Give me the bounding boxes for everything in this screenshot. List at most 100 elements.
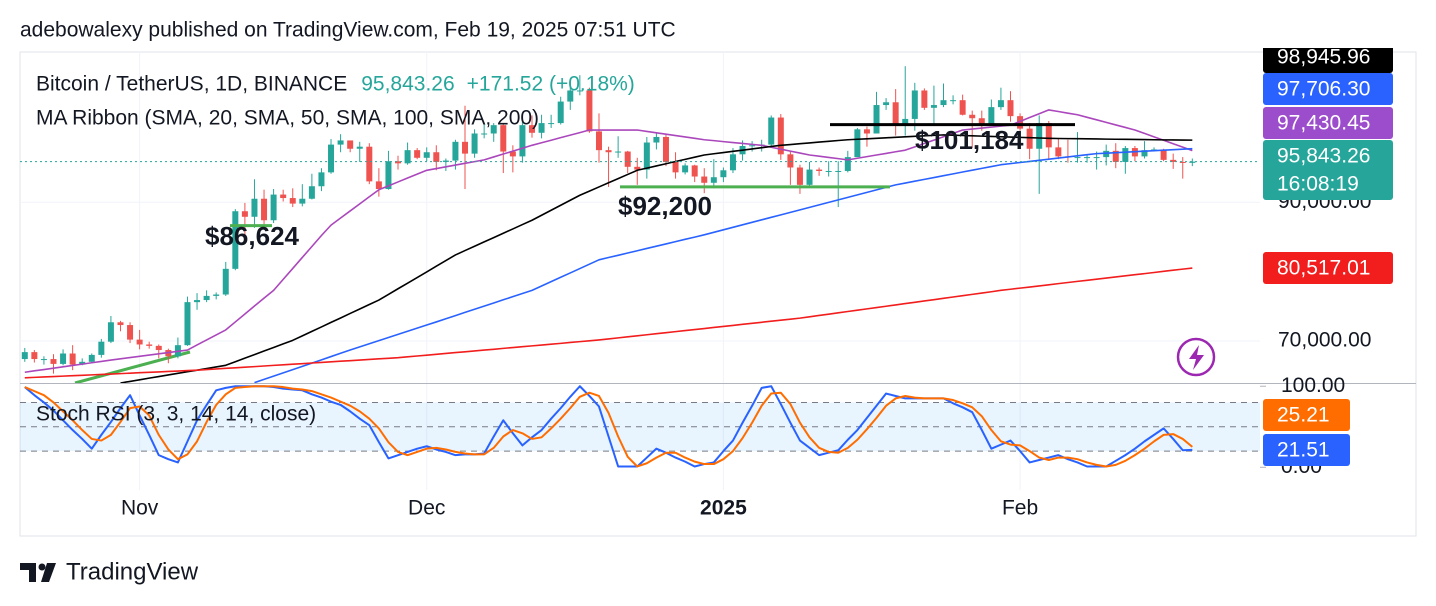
candle-body bbox=[557, 101, 564, 124]
legend-change: +171.52 (+0.18%) bbox=[467, 73, 635, 96]
candle-body bbox=[835, 170, 842, 172]
candle-body bbox=[261, 198, 268, 221]
price-tag bbox=[1263, 48, 1393, 73]
candle-body bbox=[548, 123, 555, 125]
candle-body bbox=[892, 102, 899, 124]
price-tag bbox=[1263, 399, 1350, 431]
candle-body bbox=[270, 194, 277, 221]
candle-body bbox=[395, 161, 402, 164]
candle-body bbox=[280, 194, 287, 199]
candle-body bbox=[959, 100, 966, 115]
chart-frame bbox=[19, 51, 1417, 537]
candle-body bbox=[950, 100, 957, 102]
candle-body bbox=[184, 302, 191, 346]
candle-body bbox=[720, 170, 727, 178]
candle-body bbox=[88, 354, 95, 362]
candle-body bbox=[1141, 150, 1148, 157]
candle-body bbox=[423, 152, 430, 158]
candle-body bbox=[299, 198, 306, 204]
candle-body bbox=[251, 198, 258, 217]
candle-body bbox=[79, 361, 86, 365]
candle-body bbox=[222, 268, 229, 295]
x-tick-label: 2025 bbox=[700, 497, 747, 520]
price-tag bbox=[1263, 434, 1350, 466]
footer-brand: TradingView bbox=[66, 558, 199, 585]
candle-body bbox=[1036, 123, 1043, 149]
ma-line bbox=[254, 147, 1193, 383]
price-tag-label: 95,843.26 bbox=[1277, 145, 1370, 168]
candle-body bbox=[787, 154, 794, 168]
candle-body bbox=[615, 151, 622, 153]
stoch-title: Stoch RSI (3, 3, 14, 14, close) bbox=[36, 403, 316, 426]
stoch-line bbox=[24, 385, 1193, 468]
candle-body bbox=[921, 90, 928, 108]
candle-body bbox=[662, 136, 669, 162]
candle-body bbox=[107, 322, 114, 342]
candle-body bbox=[203, 295, 210, 301]
candle-body bbox=[500, 125, 507, 152]
candle-body bbox=[816, 169, 823, 171]
candle-body bbox=[356, 146, 363, 149]
candle-body bbox=[567, 90, 574, 102]
candle-body bbox=[1170, 159, 1177, 162]
candle-body bbox=[749, 145, 756, 147]
price-tag bbox=[1263, 252, 1393, 285]
candle-body bbox=[863, 129, 870, 134]
level-label: $92,200 bbox=[618, 191, 712, 221]
candle-body bbox=[50, 359, 57, 364]
candle-body bbox=[777, 117, 784, 155]
candle-body bbox=[1112, 150, 1119, 162]
candle-body bbox=[710, 177, 717, 183]
candle-body bbox=[844, 157, 851, 171]
candle-body bbox=[337, 140, 344, 145]
candle-body bbox=[31, 352, 38, 360]
candle-body bbox=[241, 211, 248, 217]
candle-body bbox=[98, 341, 105, 355]
candle-body bbox=[997, 100, 1004, 108]
level-label: $101,184 bbox=[915, 125, 1024, 155]
candle-body bbox=[404, 150, 411, 164]
candle-body bbox=[60, 353, 67, 364]
symbol-title: Bitcoin / TetherUS, 1D, BINANCE bbox=[36, 73, 347, 96]
candle-body bbox=[375, 181, 382, 190]
candle-body bbox=[232, 211, 239, 269]
candle-body bbox=[978, 118, 985, 124]
candle-body bbox=[940, 100, 947, 106]
candle-body bbox=[1093, 157, 1100, 159]
candle-body bbox=[519, 125, 526, 157]
stoch-line bbox=[24, 385, 1193, 468]
published-note: adebowalexy published on TradingView.com… bbox=[20, 19, 676, 42]
price-pane bbox=[20, 66, 1260, 383]
candle-body bbox=[1160, 149, 1167, 160]
candle-body bbox=[672, 161, 679, 173]
candle-body bbox=[1179, 161, 1186, 163]
candle-body bbox=[1074, 157, 1081, 159]
candle-body bbox=[595, 131, 602, 151]
price-tag bbox=[1263, 140, 1393, 200]
candle-body bbox=[385, 161, 392, 190]
legend-price: 95,843.26 bbox=[361, 73, 454, 96]
candle-body bbox=[528, 125, 535, 133]
candle-body bbox=[490, 125, 497, 134]
level-label: $86,624 bbox=[205, 221, 300, 251]
candle-body bbox=[347, 140, 354, 149]
candle-body bbox=[1103, 150, 1110, 158]
chart-texts: Nov Dec 2025 Feb $86,624 $92,200 $101,184 Bitco… bbox=[36, 73, 1038, 520]
y-tick-label: 100.00 bbox=[1281, 374, 1345, 397]
candle-body bbox=[1084, 157, 1091, 159]
candle-body bbox=[643, 142, 650, 170]
candle-body bbox=[806, 169, 813, 185]
candle-body bbox=[988, 107, 995, 124]
ma-line bbox=[24, 267, 1193, 379]
candle-body bbox=[701, 176, 708, 183]
candle-body bbox=[136, 339, 143, 345]
tradingview-logo bbox=[20, 563, 56, 582]
candle-body bbox=[40, 359, 47, 361]
candle-body bbox=[452, 141, 459, 161]
candle-body bbox=[1055, 147, 1062, 157]
x-tick-label: Feb bbox=[1002, 497, 1038, 520]
candle-body bbox=[213, 294, 220, 296]
price-tag bbox=[1263, 73, 1393, 105]
